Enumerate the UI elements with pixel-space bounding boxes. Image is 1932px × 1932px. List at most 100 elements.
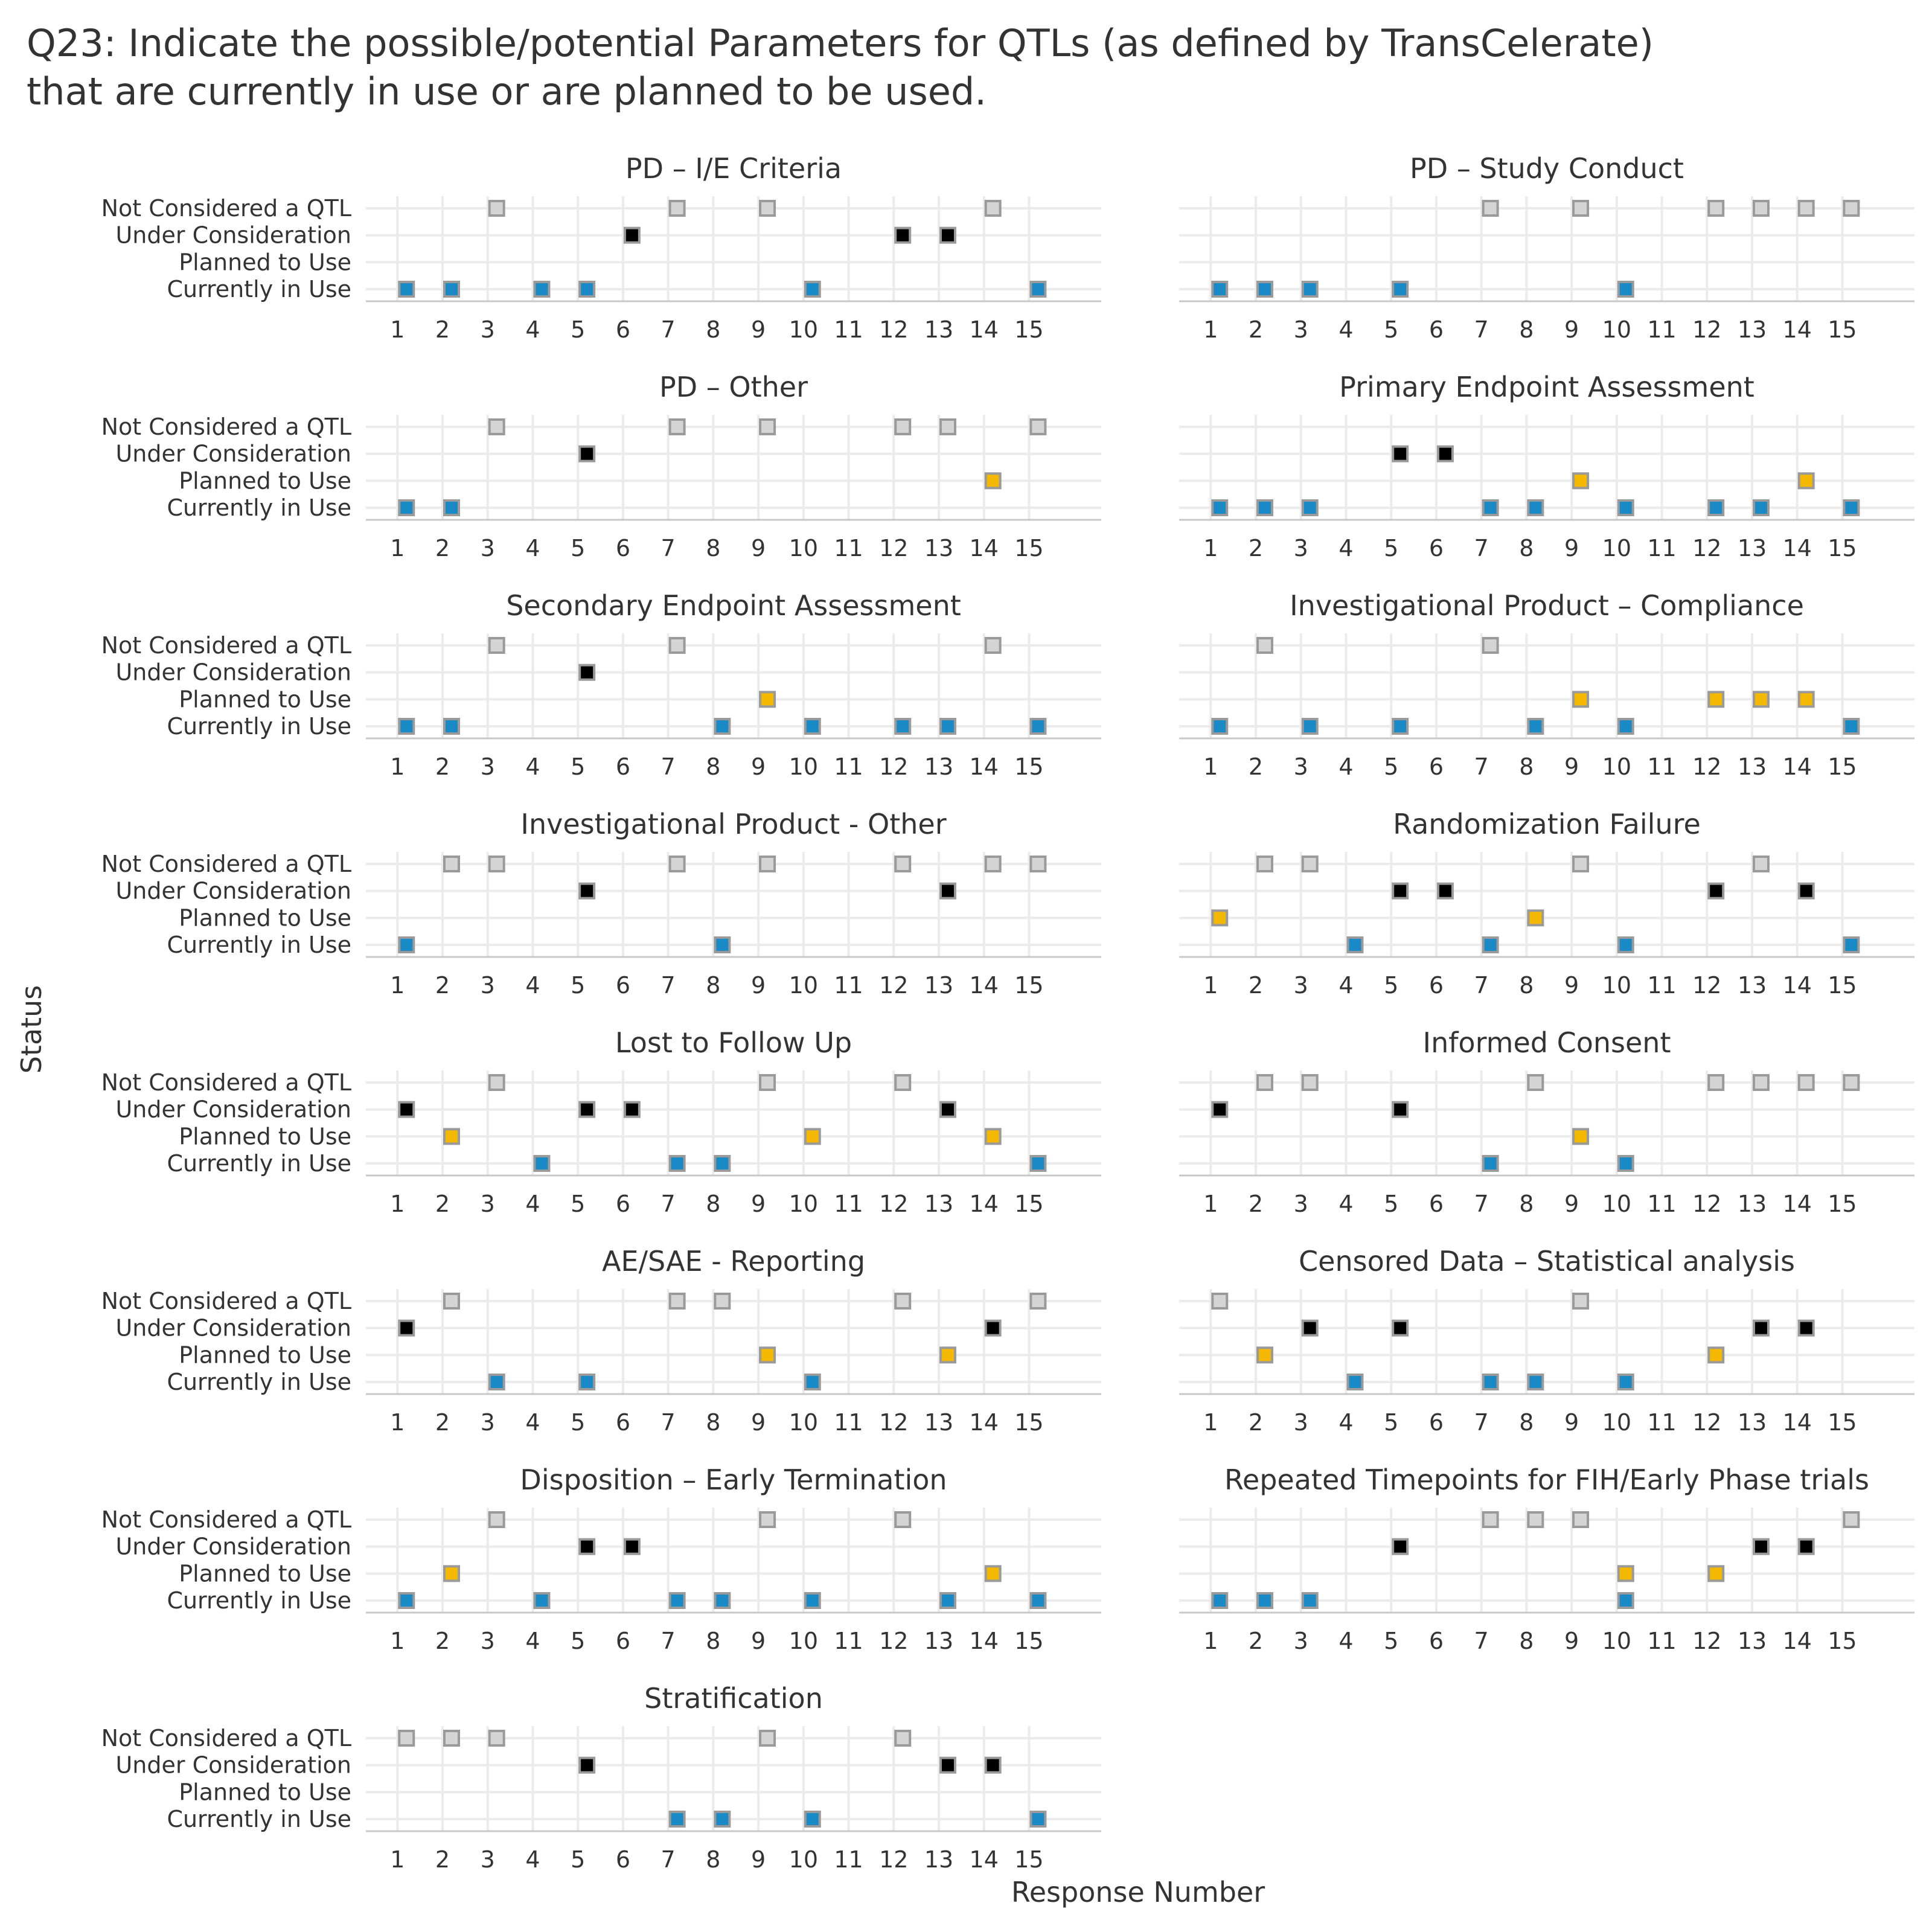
y-tick-label: Planned to Use: [179, 686, 351, 712]
data-point: [488, 418, 505, 435]
x-tick-label: 11: [1647, 535, 1676, 561]
chart-title-line-1: Q23: Indicate the possible/potential Par…: [27, 21, 1654, 65]
x-tick-label: 6: [616, 1846, 630, 1873]
data-point: [1211, 281, 1229, 298]
data-point: [398, 1730, 415, 1747]
facet-panel: Investigational Product - Other Not Consi…: [101, 808, 1101, 999]
x-tick-label: 11: [1647, 972, 1676, 999]
x-tick-label: 2: [1249, 1628, 1263, 1654]
data-point: [759, 1511, 776, 1528]
x-tick-label: 1: [1203, 753, 1218, 780]
y-tick-label: Not Considered a QTL: [101, 851, 351, 877]
facet-panel: AE/SAE - Reporting Not Considered a QTLUn…: [101, 1245, 1101, 1436]
y-tick-label: Not Considered a QTL: [101, 1069, 351, 1096]
data-point: [623, 1538, 641, 1555]
data-point: [804, 1592, 821, 1609]
data-point: [1797, 882, 1815, 900]
y-tick-label: Under Consideration: [115, 659, 351, 686]
data-point: [1707, 882, 1725, 900]
data-point: [1482, 1511, 1499, 1528]
facet-panel: Secondary Endpoint Assessment Not Conside…: [101, 589, 1101, 780]
data-point: [488, 1074, 505, 1091]
x-tick-label: 9: [1564, 1191, 1579, 1217]
data-point: [1029, 1155, 1047, 1172]
data-point: [1797, 1538, 1815, 1555]
data-point: [759, 1074, 776, 1091]
x-tick-label: 10: [1602, 1191, 1631, 1217]
x-tick-label: 11: [834, 972, 863, 999]
data-point: [578, 1374, 596, 1390]
x-tick-label: 1: [390, 535, 405, 561]
data-point: [398, 1592, 415, 1609]
data-point: [1256, 856, 1273, 872]
facet-panel: PD – I/E Criteria Not Considered a QTLUnd…: [101, 152, 1101, 343]
x-tick-label: 1: [390, 972, 405, 999]
data-point: [939, 718, 956, 735]
data-point: [1346, 936, 1364, 953]
data-point: [1436, 882, 1454, 900]
data-point: [714, 1592, 731, 1609]
x-tick-label: 4: [1339, 1628, 1353, 1654]
x-tick-label: 5: [1384, 316, 1398, 343]
y-tick-label: Under Consideration: [115, 1534, 351, 1560]
x-tick-label: 11: [1647, 1409, 1676, 1436]
y-tick-label: Planned to Use: [179, 249, 351, 275]
data-point: [1707, 691, 1725, 708]
y-tick-label: Not Considered a QTL: [101, 414, 351, 440]
data-point: [1029, 418, 1047, 435]
x-tick-label: 11: [1647, 316, 1676, 343]
x-tick-label: 6: [616, 1409, 630, 1436]
x-tick-label: 4: [1339, 1191, 1353, 1217]
x-tick-label: 5: [1384, 1628, 1398, 1654]
x-tick-label: 1: [390, 1409, 405, 1436]
x-tick-label: 5: [1384, 972, 1398, 999]
chart-title: Q23: Indicate the possible/potential Par…: [27, 19, 1898, 116]
x-tick-label: 14: [970, 316, 999, 343]
data-point: [668, 1811, 686, 1828]
x-tick-label: 4: [1339, 753, 1353, 780]
data-point: [804, 1811, 821, 1828]
x-tick-label: 10: [1602, 535, 1631, 561]
y-tick-label: Currently in Use: [167, 713, 351, 740]
x-tick-label: 9: [751, 972, 766, 999]
x-tick-label: 12: [879, 316, 908, 343]
y-tick-label: Under Consideration: [115, 222, 351, 249]
data-point: [1211, 1592, 1229, 1609]
data-point: [1029, 281, 1047, 298]
x-tick-label: 4: [525, 1628, 540, 1654]
data-point: [1572, 200, 1590, 217]
x-tick-label: 6: [616, 972, 630, 999]
data-point: [1617, 499, 1634, 516]
x-tick-label: 3: [481, 753, 495, 780]
x-tick-label: 10: [789, 972, 818, 999]
data-point: [894, 418, 912, 435]
facet-title: Disposition – Early Termination: [520, 1463, 947, 1496]
data-point: [1617, 1374, 1634, 1390]
x-tick-label: 13: [924, 316, 953, 343]
data-point: [488, 1374, 505, 1390]
x-tick-label: 2: [435, 753, 450, 780]
data-point: [1211, 718, 1229, 735]
x-tick-label: 14: [1783, 535, 1812, 561]
y-tick-label: Not Considered a QTL: [101, 195, 351, 222]
data-point: [533, 1592, 551, 1609]
x-tick-label: 6: [1429, 535, 1444, 561]
x-tick-label: 15: [1014, 1846, 1043, 1873]
x-tick-label: 3: [1294, 535, 1308, 561]
data-point: [804, 281, 821, 298]
x-tick-label: 13: [924, 1846, 953, 1873]
x-tick-label: 12: [879, 1191, 908, 1217]
data-point: [488, 856, 505, 872]
data-point: [533, 281, 551, 298]
x-tick-label: 11: [834, 1846, 863, 1873]
x-tick-label: 3: [481, 1409, 495, 1436]
x-tick-label: 4: [525, 1409, 540, 1436]
data-point: [443, 856, 460, 872]
x-tick-label: 6: [1429, 753, 1444, 780]
x-tick-label: 11: [834, 316, 863, 343]
x-tick-label: 1: [390, 1846, 405, 1873]
data-point: [1482, 1155, 1499, 1172]
